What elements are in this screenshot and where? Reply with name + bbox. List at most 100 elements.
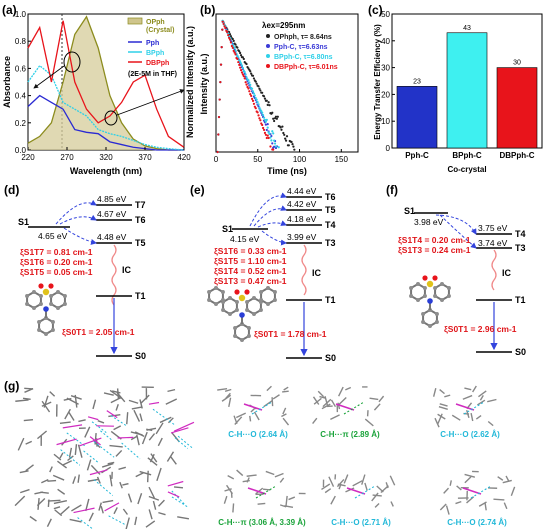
soc-f-1: ξS1T4 = 0.20 cm-1	[398, 235, 471, 245]
dimer-bond	[487, 420, 494, 427]
dimer-bond	[282, 407, 287, 415]
caption-g-5: C-H···O (2.71 Å)	[331, 518, 391, 527]
legend-opph: OPph	[146, 19, 165, 26]
dimer-bond	[227, 475, 235, 480]
packing-bond	[34, 491, 43, 495]
carbon-atom	[434, 320, 439, 324]
dimer-bond	[389, 475, 396, 486]
dimer-bond	[477, 399, 486, 406]
packing-bond	[171, 432, 180, 443]
panel-a-xlabel: Wavelength (nm)	[70, 166, 142, 176]
isc-arrow-e-t5	[253, 205, 287, 227]
arrow-to-left-axis	[33, 65, 65, 89]
legend-pph: Pph	[146, 40, 159, 47]
t6-energy: 4.67 eV	[97, 209, 127, 219]
carbon-atom	[25, 302, 30, 306]
dimer-bond	[235, 412, 247, 419]
decay-point	[236, 54, 239, 57]
dimer-bond	[343, 474, 349, 484]
decay-point	[222, 22, 225, 26]
packing-contact	[171, 496, 188, 508]
dimer-bond	[466, 410, 470, 419]
decay-point	[239, 66, 242, 69]
panel-a-legend: OPph (Crystal) Pph BPph DBPph (2E-5M in …	[127, 17, 177, 78]
decay-point	[269, 136, 272, 139]
dimer-bond	[317, 390, 325, 398]
dimer-bond	[434, 417, 440, 428]
packing-highlight	[148, 401, 160, 405]
series-line-1	[27, 94, 184, 151]
packing-bond	[92, 399, 97, 410]
soc-e-2: ξS1T5 = 1.10 cm-1	[214, 256, 287, 266]
packing-highlight	[89, 436, 101, 446]
packing-bond	[54, 509, 63, 517]
carbon-atom	[422, 294, 427, 298]
packing-bond	[53, 506, 61, 510]
decay-point	[249, 83, 252, 86]
panel-c-ticks: 0 10 20 30 40 50	[381, 10, 395, 153]
decay-point	[254, 80, 257, 83]
decay-point	[261, 91, 264, 94]
dimer-bond	[265, 470, 275, 476]
legend-dbpph: DBPph	[146, 60, 169, 67]
decay-point	[221, 28, 224, 31]
ic-wavy-arrow-f	[491, 249, 497, 291]
packing-bond	[103, 392, 114, 396]
packing-bond	[59, 421, 71, 425]
packing-highlight	[170, 427, 189, 434]
dimer-bond	[263, 399, 274, 408]
t6-energy-e: 4.44 eV	[287, 186, 317, 196]
plot-frame-b	[215, 13, 359, 153]
packing-bond	[146, 428, 153, 432]
decay-point	[267, 101, 270, 104]
packing-bond	[24, 387, 34, 393]
dimer-bond	[369, 397, 379, 401]
decay-point	[227, 34, 230, 37]
carbon-atom	[38, 294, 43, 298]
oxygen-atom	[38, 283, 44, 289]
decay-point	[233, 46, 236, 50]
t1-label-f: T1	[515, 295, 526, 305]
panel-a-ylabel-right: Normalized Intensity (a.u.)	[185, 26, 195, 138]
packing-bond	[130, 435, 138, 441]
dimer-bond	[330, 399, 337, 408]
packing-bond	[149, 453, 155, 463]
panel-e-energy-diagram: (e) S1 4.15 eV 4.44 eV 4.42 eV 4.18 eV 3…	[190, 183, 336, 363]
packing-bond	[36, 497, 46, 507]
dimer-bond	[221, 394, 232, 402]
decay-point	[234, 53, 237, 56]
decay-point	[273, 142, 277, 145]
dimer-bond	[246, 477, 250, 483]
dimer-bond	[279, 504, 287, 508]
decay-point	[233, 51, 236, 54]
dimer-bond	[217, 387, 228, 391]
soc-d-2: ξS1T6 = 0.20 cm-1	[20, 257, 93, 267]
dimer-bond	[376, 485, 384, 493]
soc-t1s0-d: ξS0T1 = 2.05 cm-1	[62, 327, 135, 337]
packing-bond	[74, 444, 78, 456]
dimer-bond	[338, 483, 342, 490]
packing-bond	[87, 478, 100, 482]
decay-point	[248, 81, 251, 84]
packing-bond	[23, 418, 34, 422]
highlight-ellipse-right	[104, 110, 118, 126]
decay-point	[282, 131, 285, 135]
packing-bond	[90, 464, 101, 475]
carbon-atom	[422, 286, 427, 290]
isc-arrow-t5	[63, 227, 97, 245]
decay-point	[262, 113, 265, 117]
decay-point	[268, 132, 271, 135]
dimer-bond	[455, 500, 462, 505]
dimer-bond	[313, 397, 322, 405]
decay-point	[274, 115, 278, 118]
decay-point	[241, 66, 244, 70]
t4-label-e: T4	[325, 220, 336, 230]
dimer-bond	[462, 394, 473, 400]
legend-opph-crystal: (Crystal)	[146, 27, 174, 34]
dimer-bond	[223, 495, 228, 504]
legend-b-opph: OPhph, τ= 8.64ns	[274, 34, 332, 41]
decay-point	[250, 72, 253, 75]
panel-a-ticks: 220 270 320 370 420 0.0 0.2 0.4 0.6 0.8 1.0	[15, 10, 191, 162]
t1-label-e: T1	[325, 295, 336, 305]
dimer-bond	[464, 473, 476, 478]
